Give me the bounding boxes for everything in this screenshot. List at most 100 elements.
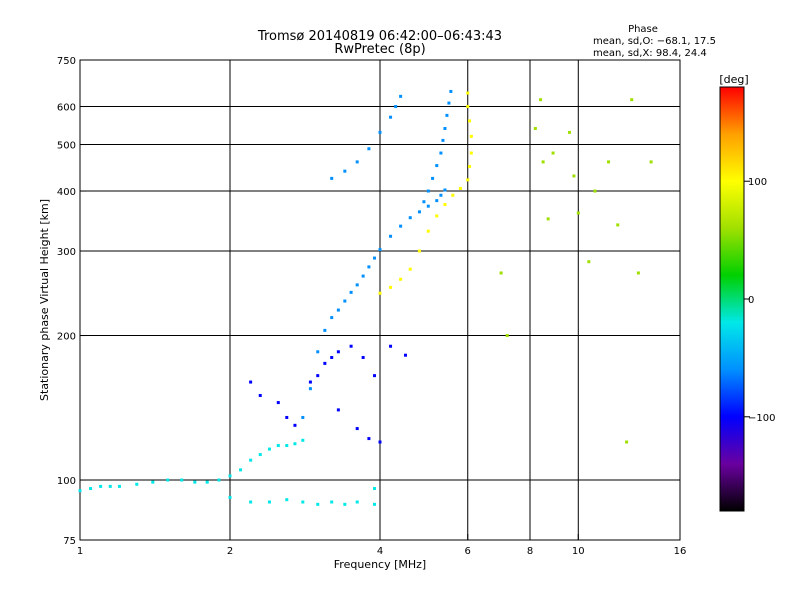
y-axis-label: Stationary phase Virtual Height [km] [38,199,51,401]
echo-point [533,126,537,130]
echo-point [458,186,462,190]
echo-point [447,101,451,105]
echo-point [389,285,393,289]
phase-stats-o: mean, sd,O: −68.1, 17.5 [593,36,716,47]
echo-point [505,334,509,338]
echo-point [426,189,430,193]
echo-point [330,355,334,359]
echo-point [593,189,597,193]
echo-point [443,188,447,192]
echo-point [468,164,472,168]
echo-point [367,265,371,269]
echo-point [441,138,445,142]
echo-point [466,105,470,109]
colorbar-tick-label: 100 [748,177,767,188]
x-tick-label: 16 [674,546,687,557]
echo-point [435,164,439,168]
echo-point [285,444,289,448]
echo-point [541,160,545,164]
echo-point [258,453,262,457]
phase-heading: Phase [628,24,658,35]
echo-point [466,91,470,95]
chart-subtitle: RwPretec (8p) [334,42,425,57]
y-tick-label: 300 [57,247,76,258]
echo-point [217,478,221,482]
echo-point [330,176,334,180]
echo-point [361,355,365,359]
echo-point [435,199,439,203]
echo-point [316,350,320,354]
echo-point [443,126,447,130]
echo-point [367,147,371,151]
echo-point [373,374,377,378]
echo-point [349,344,353,348]
echo-point [239,468,243,472]
echo-point [378,440,382,444]
echo-point [373,502,377,506]
data-points [78,89,653,506]
echo-point [616,223,620,227]
echo-point [449,89,453,93]
echo-point [378,130,382,134]
echo-point [403,353,407,357]
x-axis-label: Frequency [MHz] [334,558,426,571]
echo-point [308,380,312,384]
echo-point [355,427,359,431]
echo-point [469,134,473,138]
echo-point [426,204,430,208]
echo-point [443,202,447,206]
echo-point [166,478,170,482]
echo-point [378,248,382,252]
y-tick-label: 500 [57,141,76,152]
echo-point [205,480,209,484]
echo-point [349,290,353,294]
echo-point [89,487,93,491]
echo-point [180,478,184,482]
echo-point [445,113,449,117]
echo-point [249,500,253,504]
echo-point [451,193,455,197]
echo-point [567,130,571,134]
echo-point [285,498,289,502]
echo-point [389,234,393,238]
echo-point [439,151,443,155]
echo-point [108,484,112,488]
colorbar-tick-label: −100 [748,413,775,424]
echo-point [228,495,232,499]
echo-point [336,308,340,312]
echo-point [355,283,359,287]
x-tick-label: 2 [227,546,233,557]
echo-point [285,415,289,419]
echo-point [466,178,470,182]
colorbar-label: [deg] [719,73,748,86]
echo-point [431,176,435,180]
echo-point [249,458,253,462]
x-tick-label: 8 [527,546,533,557]
echo-point [316,502,320,506]
echo-point [649,160,653,164]
echo-point [469,151,473,155]
echo-point [343,502,347,506]
x-tick-label: 4 [377,546,383,557]
echo-point [267,500,271,504]
echo-point [308,387,312,391]
y-tick-label: 75 [63,536,76,547]
echo-point [151,480,155,484]
echo-point [343,299,347,303]
echo-point [117,484,121,488]
echo-point [399,277,403,281]
echo-point [417,210,421,214]
y-tick-label: 400 [57,187,76,198]
echo-point [293,442,297,446]
echo-point [625,440,629,444]
echo-point [389,344,393,348]
colorbar-ticks: 100 0 −100 [744,177,775,424]
echo-point [361,274,365,278]
phase-stats-x: mean, sd,X: 98.4, 24.4 [593,48,707,59]
echo-point [389,115,393,119]
echo-point [636,271,640,275]
echo-point [539,98,543,102]
echo-point [336,408,340,412]
echo-point [258,394,262,398]
